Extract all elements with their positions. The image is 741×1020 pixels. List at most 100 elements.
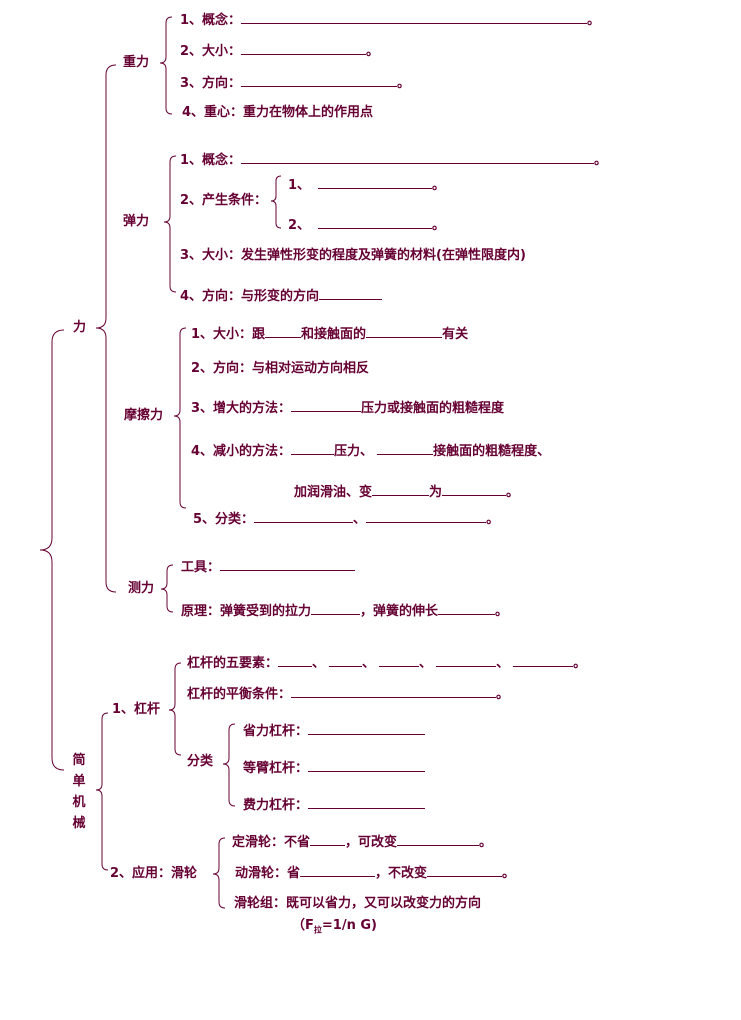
item-text: 杠杆的五要素：	[187, 656, 279, 671]
blank	[291, 398, 362, 412]
blank	[241, 41, 367, 55]
friction-types: 5、分类： 、 。	[193, 509, 499, 528]
item-text: 1、大小：跟	[191, 327, 266, 342]
elastic-concept: 1、概念： 。	[180, 150, 607, 169]
item-text: 4、方向：与形变的方向	[180, 289, 320, 304]
lever-type-3: 费力杠杆：	[243, 795, 426, 814]
elastic-conditions: 2、产生条件：	[180, 193, 268, 208]
lever-type-1: 省力杠杆：	[243, 721, 426, 740]
lever-label: 1、杠杆	[112, 702, 161, 717]
item-text: 杠杆的平衡条件：	[187, 687, 292, 702]
period: 。	[587, 13, 601, 28]
sep: 、	[496, 656, 510, 671]
gravity-label: 重力	[123, 55, 150, 70]
item-text: 省力杠杆：	[243, 724, 309, 739]
elastic-direction: 4、方向：与形变的方向	[180, 286, 383, 305]
char: 单	[72, 774, 86, 789]
gravity-direction: 3、方向： 。	[180, 73, 410, 92]
brace	[95, 712, 109, 871]
blank	[265, 324, 302, 338]
blank	[254, 509, 354, 523]
blank	[308, 721, 426, 735]
sep: 、	[312, 656, 326, 671]
blank	[308, 795, 426, 809]
brace	[159, 16, 173, 115]
period: 。	[479, 835, 493, 850]
blank	[442, 482, 507, 496]
brace	[212, 837, 226, 909]
friction-label: 摩擦力	[124, 408, 164, 423]
brace	[39, 329, 65, 771]
friction-magnitude: 1、大小：跟 和接触面的 有关	[191, 324, 468, 343]
measure-tool: 工具：	[181, 557, 356, 576]
blank	[241, 150, 595, 164]
item-text: ，可改变	[345, 835, 398, 850]
friction-direction: 2、方向：与相对运动方向相反	[191, 361, 370, 376]
blank	[427, 863, 503, 877]
period: 。	[432, 218, 446, 233]
brace	[270, 175, 282, 229]
item-text: 1、	[288, 178, 311, 193]
condition-2: 2、 。	[288, 215, 445, 234]
blank	[291, 441, 335, 455]
item-text: ，不改变	[375, 866, 428, 881]
char: 简	[72, 753, 86, 768]
item-text: 4、减小的方法：	[191, 444, 292, 459]
blank	[311, 601, 361, 615]
period: 。	[486, 512, 500, 527]
item-text: 压力、	[334, 444, 374, 459]
char: 械	[72, 816, 86, 831]
blank	[278, 653, 313, 667]
measure-principle: 原理：弹簧受到的拉力 ，弹簧的伸长 。	[181, 601, 508, 620]
blank	[379, 653, 420, 667]
brace	[222, 723, 236, 807]
lever-elements: 杠杆的五要素： 、 、 、 、 。	[187, 653, 586, 672]
period: 。	[496, 687, 510, 702]
sep: 、	[419, 656, 433, 671]
item-text: 加润滑油、变	[294, 485, 373, 500]
item-text: 有关	[442, 327, 469, 342]
item-text: 原理：弹簧受到的拉力	[181, 604, 312, 619]
period: 。	[397, 76, 411, 91]
gravity-concept: 1、概念： 。	[180, 10, 600, 29]
blank	[366, 324, 443, 338]
blank	[241, 10, 588, 24]
brace	[160, 564, 174, 613]
period: 。	[506, 485, 520, 500]
item-text: 2、大小：	[180, 44, 242, 59]
subscript: 拉	[313, 925, 322, 935]
condition-1: 1、 。	[288, 175, 445, 194]
pulley-formula: （F拉=1/n G)	[292, 918, 377, 939]
item-text: 接触面的粗糙程度、	[433, 444, 551, 459]
gravity-magnitude: 2、大小： 。	[180, 41, 379, 60]
friction-decrease-cont: 加润滑油、变 为 。	[294, 482, 519, 501]
blank	[220, 557, 356, 571]
gravity-center: 4、重心：重力在物体上的作用点	[182, 105, 374, 120]
measure-label: 测力	[128, 581, 155, 596]
item-text: 3、增大的方法：	[191, 401, 292, 416]
blank	[308, 758, 426, 772]
elastic-label: 弹力	[123, 214, 150, 229]
formula-text: （F	[292, 918, 314, 933]
blank	[310, 832, 346, 846]
lever-type-2: 等臂杠杆：	[243, 758, 426, 777]
brace	[163, 155, 177, 293]
sep: 、	[362, 656, 376, 671]
item-text: 等臂杠杆：	[243, 761, 309, 776]
item-text: 定滑轮：不省	[232, 835, 311, 850]
blank	[318, 215, 433, 229]
blank	[329, 653, 363, 667]
period: 。	[366, 44, 380, 59]
item-text: 2、	[288, 218, 311, 233]
pulley-label: 2、应用：滑轮	[110, 866, 198, 881]
blank	[372, 482, 430, 496]
item-text: 3、方向：	[180, 76, 242, 91]
blank	[319, 286, 383, 300]
pulley-fixed: 定滑轮：不省 ，可改变 。	[232, 832, 492, 851]
period: 。	[432, 178, 446, 193]
blank	[397, 832, 480, 846]
item-text: 5、分类：	[193, 512, 255, 527]
brace	[173, 327, 187, 509]
